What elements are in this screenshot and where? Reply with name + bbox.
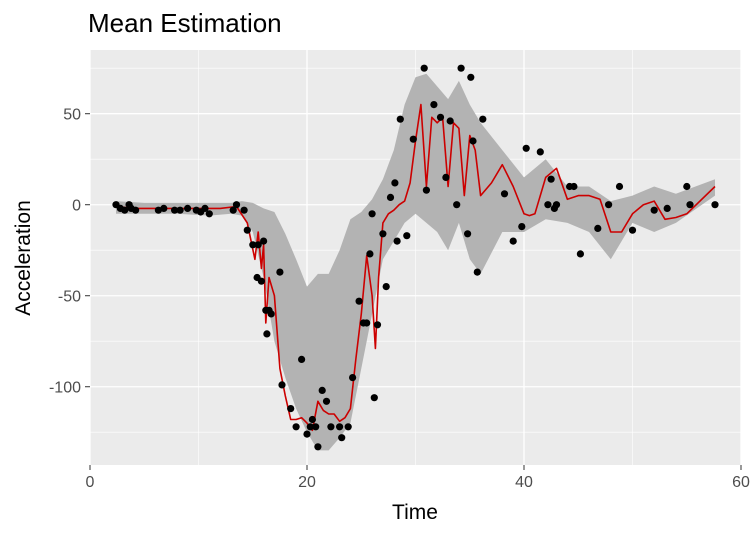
data-point — [260, 237, 268, 245]
data-point — [683, 182, 691, 191]
data-point — [176, 206, 184, 214]
data-point — [201, 204, 209, 212]
data-point — [467, 73, 475, 81]
data-point — [473, 268, 481, 276]
y-tick-label: 50 — [63, 107, 81, 124]
x-tick-label: 0 — [86, 474, 95, 491]
data-point — [500, 190, 509, 198]
data-point — [552, 201, 561, 209]
data-point — [132, 206, 140, 214]
data-point — [363, 319, 371, 327]
data-point — [509, 237, 517, 245]
axis-ticks — [85, 113, 742, 470]
data-point — [453, 201, 461, 209]
y-tick-label: -50 — [58, 289, 81, 306]
x-tick-label: 20 — [298, 474, 316, 491]
data-point — [257, 277, 265, 285]
data-point — [544, 201, 552, 209]
data-point — [276, 268, 284, 276]
data-point — [349, 374, 357, 382]
data-point — [171, 206, 179, 214]
data-point — [422, 186, 430, 194]
data-point — [409, 135, 417, 143]
data-point — [344, 423, 352, 431]
y-tick-label: 0 — [72, 198, 81, 215]
data-point — [287, 405, 295, 413]
data-point — [373, 321, 382, 329]
data-point — [308, 415, 316, 424]
data-point — [379, 230, 387, 238]
x-tick-label: 40 — [515, 474, 533, 491]
data-point — [650, 206, 658, 214]
data-point — [243, 226, 251, 234]
data-point — [184, 204, 192, 212]
data-point — [386, 193, 395, 201]
data-point — [446, 117, 454, 125]
data-point — [457, 64, 465, 72]
data-point — [205, 210, 213, 218]
data-point — [396, 115, 404, 123]
chart-title: Mean Estimation — [88, 8, 282, 38]
data-point — [240, 206, 248, 214]
y-tick-label: -100 — [49, 380, 81, 397]
x-axis-title: Time — [392, 501, 438, 524]
data-point — [336, 423, 344, 431]
data-point — [154, 206, 162, 214]
data-point — [306, 423, 314, 431]
data-point — [370, 394, 378, 402]
data-point — [355, 297, 363, 305]
x-tick-label: 60 — [732, 474, 750, 491]
data-point — [318, 386, 326, 394]
data-point — [570, 182, 578, 191]
data-point — [711, 201, 719, 209]
data-point — [469, 137, 477, 145]
data-point — [420, 64, 428, 72]
data-point — [368, 210, 376, 218]
data-point — [338, 434, 346, 442]
data-point — [121, 206, 129, 214]
data-point — [382, 283, 390, 291]
data-point — [686, 201, 694, 209]
data-point — [605, 201, 613, 209]
data-point — [278, 381, 286, 389]
data-point — [594, 224, 602, 232]
data-point — [267, 310, 275, 318]
data-point — [254, 241, 262, 249]
data-point — [663, 204, 671, 212]
data-point — [229, 206, 237, 214]
data-point — [366, 250, 374, 258]
data-point — [628, 226, 637, 234]
data-point — [536, 148, 544, 156]
data-point — [479, 115, 487, 123]
axis-tick-labels: 0 20 40 60 -100 -50 0 50 — [49, 107, 750, 491]
data-point — [249, 241, 257, 249]
y-axis-title: Acceleration — [12, 200, 35, 316]
data-point — [232, 201, 241, 209]
data-point — [442, 173, 450, 181]
data-point — [314, 443, 322, 451]
data-point — [464, 230, 472, 238]
data-point — [263, 330, 271, 338]
data-point — [430, 101, 438, 109]
observation-points-layer — [112, 64, 719, 451]
data-point — [303, 430, 311, 438]
data-point — [312, 423, 320, 431]
data-point — [615, 182, 624, 191]
data-point — [393, 237, 401, 245]
data-point — [327, 423, 335, 431]
data-point — [576, 250, 585, 258]
data-point — [403, 232, 411, 240]
data-point — [292, 423, 300, 431]
data-point — [436, 113, 445, 121]
confidence-ribbon — [116, 73, 715, 451]
data-point — [298, 355, 306, 363]
data-point — [322, 397, 331, 405]
data-point — [160, 204, 168, 212]
confidence-ribbon-layer — [116, 73, 715, 451]
data-point — [547, 175, 555, 183]
data-point — [522, 144, 530, 152]
data-point — [518, 223, 526, 231]
data-point — [391, 179, 399, 187]
